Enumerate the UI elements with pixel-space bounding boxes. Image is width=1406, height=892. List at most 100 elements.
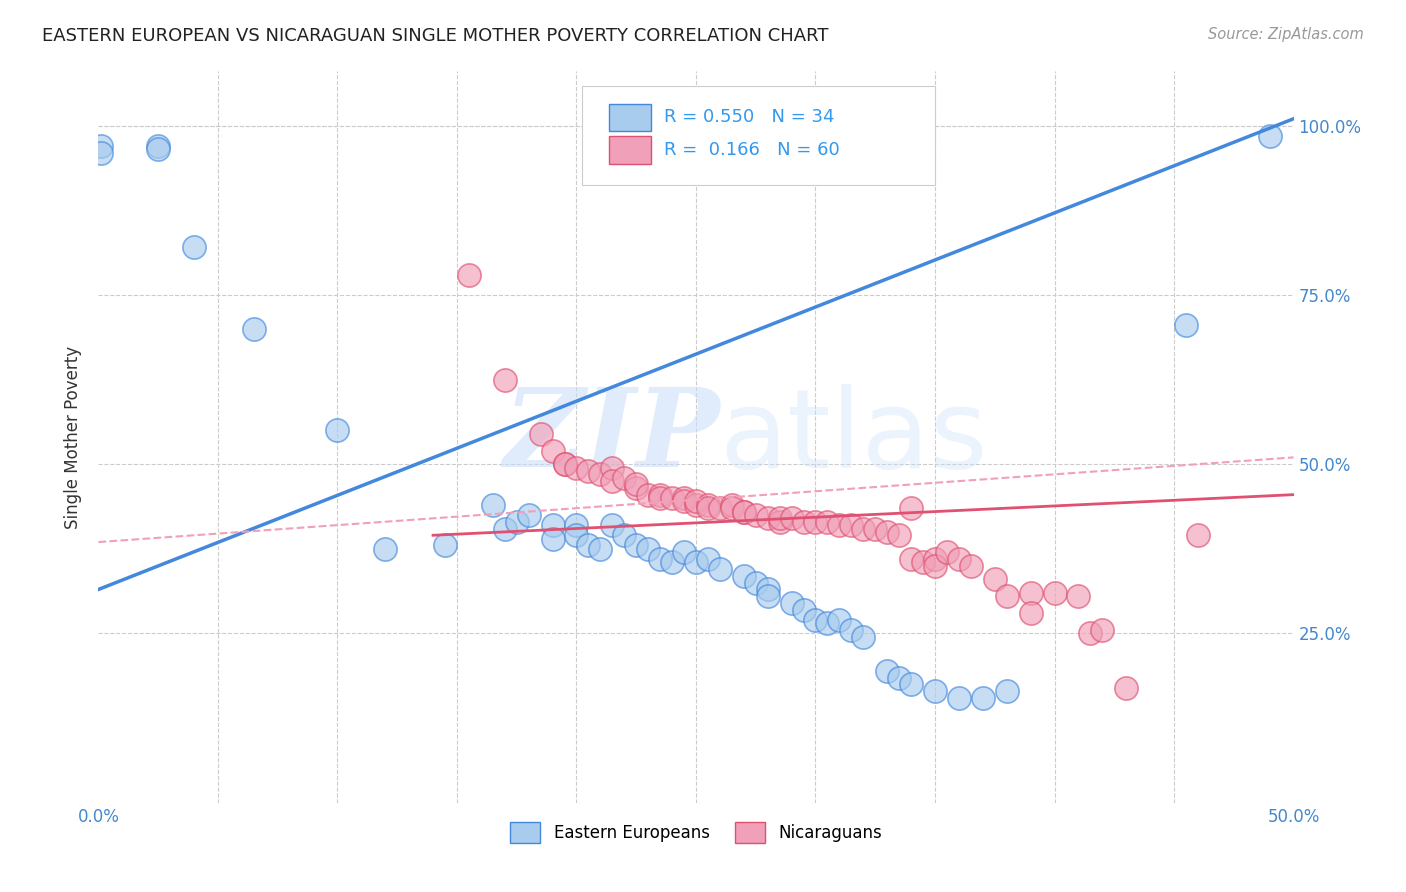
Point [1187,528,1209,542]
Point [1175,318,1198,333]
Point [1091,623,1114,637]
Point [578,464,600,478]
Point [852,630,875,644]
Point [661,555,683,569]
Point [626,477,648,491]
Point [589,467,612,482]
Point [648,488,672,502]
Point [648,552,672,566]
Point [768,515,790,529]
Point [721,498,744,512]
Point [936,545,959,559]
Point [984,572,1007,586]
Point [494,521,516,535]
Point [90,139,112,153]
Point [648,491,672,505]
Point [326,423,349,437]
Point [865,521,887,535]
Point [673,494,696,508]
Text: Source: ZipAtlas.com: Source: ZipAtlas.com [1208,27,1364,42]
Point [637,541,659,556]
Text: R =  0.166   N = 60: R = 0.166 N = 60 [664,141,839,160]
Point [243,322,266,336]
Point [494,372,516,386]
Text: ZIP: ZIP [503,384,720,491]
Point [685,494,707,508]
Point [756,582,779,597]
Point [434,538,457,552]
Point [876,664,898,678]
Point [1258,128,1281,143]
Point [637,488,659,502]
Point [565,518,588,533]
Point [148,139,170,153]
Point [1115,681,1137,695]
Point [972,690,994,705]
Point [697,498,720,512]
Point [602,460,624,475]
Point [661,491,683,505]
Point [745,508,768,522]
Text: R = 0.550   N = 34: R = 0.550 N = 34 [664,109,834,127]
Point [911,555,934,569]
Point [900,677,922,691]
Point [924,552,946,566]
Point [995,684,1018,698]
Point [90,145,112,160]
Point [804,613,827,627]
Point [793,515,815,529]
Point [815,616,838,631]
Point [1043,586,1066,600]
FancyBboxPatch shape [582,86,935,185]
Point [733,569,755,583]
Point [589,541,612,556]
Point [756,589,779,603]
Point [733,505,755,519]
Point [1019,586,1042,600]
Point [995,589,1018,603]
Point [1067,589,1090,603]
Legend: Eastern Europeans, Nicaraguans: Eastern Europeans, Nicaraguans [503,815,889,849]
Point [541,443,564,458]
Point [1080,626,1102,640]
Point [541,532,564,546]
FancyBboxPatch shape [609,103,651,131]
Point [815,515,838,529]
Point [554,457,576,471]
Point [828,613,851,627]
Y-axis label: Single Mother Poverty: Single Mother Poverty [65,345,83,529]
Point [148,142,170,156]
Point [565,528,588,542]
Point [517,508,540,522]
Point [458,268,481,282]
Text: EASTERN EUROPEAN VS NICARAGUAN SINGLE MOTHER POVERTY CORRELATION CHART: EASTERN EUROPEAN VS NICARAGUAN SINGLE MO… [42,27,828,45]
Point [841,518,863,533]
Point [685,555,707,569]
Point [793,603,815,617]
Point [602,518,624,533]
Point [841,623,863,637]
Point [709,501,731,516]
Point [554,457,576,471]
Point [960,558,983,573]
Point [900,501,922,516]
Point [626,538,648,552]
Point [183,240,205,254]
Text: atlas: atlas [720,384,988,491]
Point [1019,606,1042,620]
Point [613,471,636,485]
Point [481,498,505,512]
Point [697,552,720,566]
Point [852,521,875,535]
Point [768,511,790,525]
Point [578,538,600,552]
Point [780,511,803,525]
Point [721,501,744,516]
Point [924,684,946,698]
Point [828,518,851,533]
Point [804,515,827,529]
Point [876,524,898,539]
Point [948,690,970,705]
Point [733,505,755,519]
Point [900,552,922,566]
